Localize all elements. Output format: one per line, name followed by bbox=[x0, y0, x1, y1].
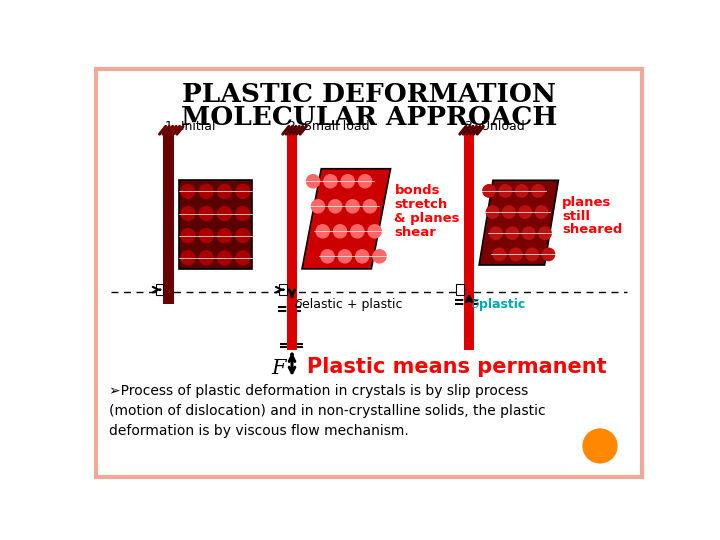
Circle shape bbox=[373, 250, 386, 263]
Circle shape bbox=[236, 185, 250, 198]
Text: & planes: & planes bbox=[395, 212, 460, 225]
Circle shape bbox=[341, 174, 354, 188]
Text: 3. Unload: 3. Unload bbox=[465, 119, 525, 132]
Circle shape bbox=[486, 206, 499, 218]
Circle shape bbox=[321, 250, 334, 263]
Circle shape bbox=[311, 200, 325, 213]
Circle shape bbox=[364, 200, 377, 213]
Circle shape bbox=[307, 174, 320, 188]
Text: 1. Initial: 1. Initial bbox=[165, 119, 215, 132]
Circle shape bbox=[483, 185, 495, 197]
Circle shape bbox=[539, 227, 552, 239]
Text: MOLECULAR APPROACH: MOLECULAR APPROACH bbox=[181, 105, 557, 130]
Circle shape bbox=[523, 227, 535, 239]
Circle shape bbox=[236, 251, 250, 265]
Polygon shape bbox=[302, 168, 390, 269]
Circle shape bbox=[490, 227, 502, 239]
Bar bbox=[287, 134, 297, 350]
Text: δ: δ bbox=[472, 298, 480, 311]
Bar bbox=[163, 134, 174, 303]
Bar bbox=[464, 134, 474, 350]
Circle shape bbox=[328, 200, 342, 213]
Text: stretch: stretch bbox=[395, 198, 448, 211]
Text: planes: planes bbox=[562, 195, 612, 208]
Text: Plastic means permanent: Plastic means permanent bbox=[307, 356, 607, 376]
Polygon shape bbox=[179, 180, 252, 269]
Circle shape bbox=[356, 250, 369, 263]
Circle shape bbox=[324, 174, 337, 188]
Circle shape bbox=[217, 207, 231, 220]
Text: F: F bbox=[271, 359, 286, 377]
Circle shape bbox=[510, 248, 522, 261]
Circle shape bbox=[499, 185, 512, 197]
Circle shape bbox=[199, 251, 213, 265]
Text: δ: δ bbox=[295, 298, 302, 311]
Circle shape bbox=[181, 185, 195, 198]
Circle shape bbox=[542, 248, 554, 261]
Circle shape bbox=[536, 206, 548, 218]
Circle shape bbox=[359, 174, 372, 188]
Circle shape bbox=[532, 185, 544, 197]
Circle shape bbox=[181, 207, 195, 220]
Text: ➢Process of plastic deformation in crystals is by slip process
(motion of disloc: ➢Process of plastic deformation in cryst… bbox=[109, 384, 545, 438]
Text: still: still bbox=[562, 210, 590, 222]
Circle shape bbox=[368, 225, 382, 238]
Text: bonds: bonds bbox=[395, 184, 440, 197]
Circle shape bbox=[338, 250, 351, 263]
Circle shape bbox=[181, 251, 195, 265]
Circle shape bbox=[217, 251, 231, 265]
Bar bbox=[279, 284, 287, 295]
Circle shape bbox=[526, 248, 539, 261]
Circle shape bbox=[583, 429, 617, 463]
Circle shape bbox=[516, 185, 528, 197]
Circle shape bbox=[346, 200, 359, 213]
Text: 2. Small load: 2. Small load bbox=[288, 119, 370, 132]
Text: plastic: plastic bbox=[479, 298, 526, 311]
Bar bbox=[156, 284, 163, 295]
Circle shape bbox=[493, 248, 505, 261]
Circle shape bbox=[217, 185, 231, 198]
Text: sheared: sheared bbox=[562, 224, 623, 237]
Polygon shape bbox=[479, 180, 559, 265]
Circle shape bbox=[181, 229, 195, 242]
Circle shape bbox=[351, 225, 364, 238]
Circle shape bbox=[199, 185, 213, 198]
Text: shear: shear bbox=[395, 226, 436, 239]
Circle shape bbox=[333, 225, 346, 238]
Circle shape bbox=[506, 227, 518, 239]
Circle shape bbox=[236, 207, 250, 220]
Circle shape bbox=[199, 207, 213, 220]
Text: elastic + plastic: elastic + plastic bbox=[302, 298, 402, 311]
Text: PLASTIC DEFORMATION: PLASTIC DEFORMATION bbox=[182, 82, 556, 107]
Circle shape bbox=[316, 225, 329, 238]
Circle shape bbox=[217, 229, 231, 242]
Circle shape bbox=[236, 229, 250, 242]
Bar bbox=[456, 284, 464, 295]
Circle shape bbox=[503, 206, 515, 218]
Circle shape bbox=[199, 229, 213, 242]
Circle shape bbox=[519, 206, 531, 218]
